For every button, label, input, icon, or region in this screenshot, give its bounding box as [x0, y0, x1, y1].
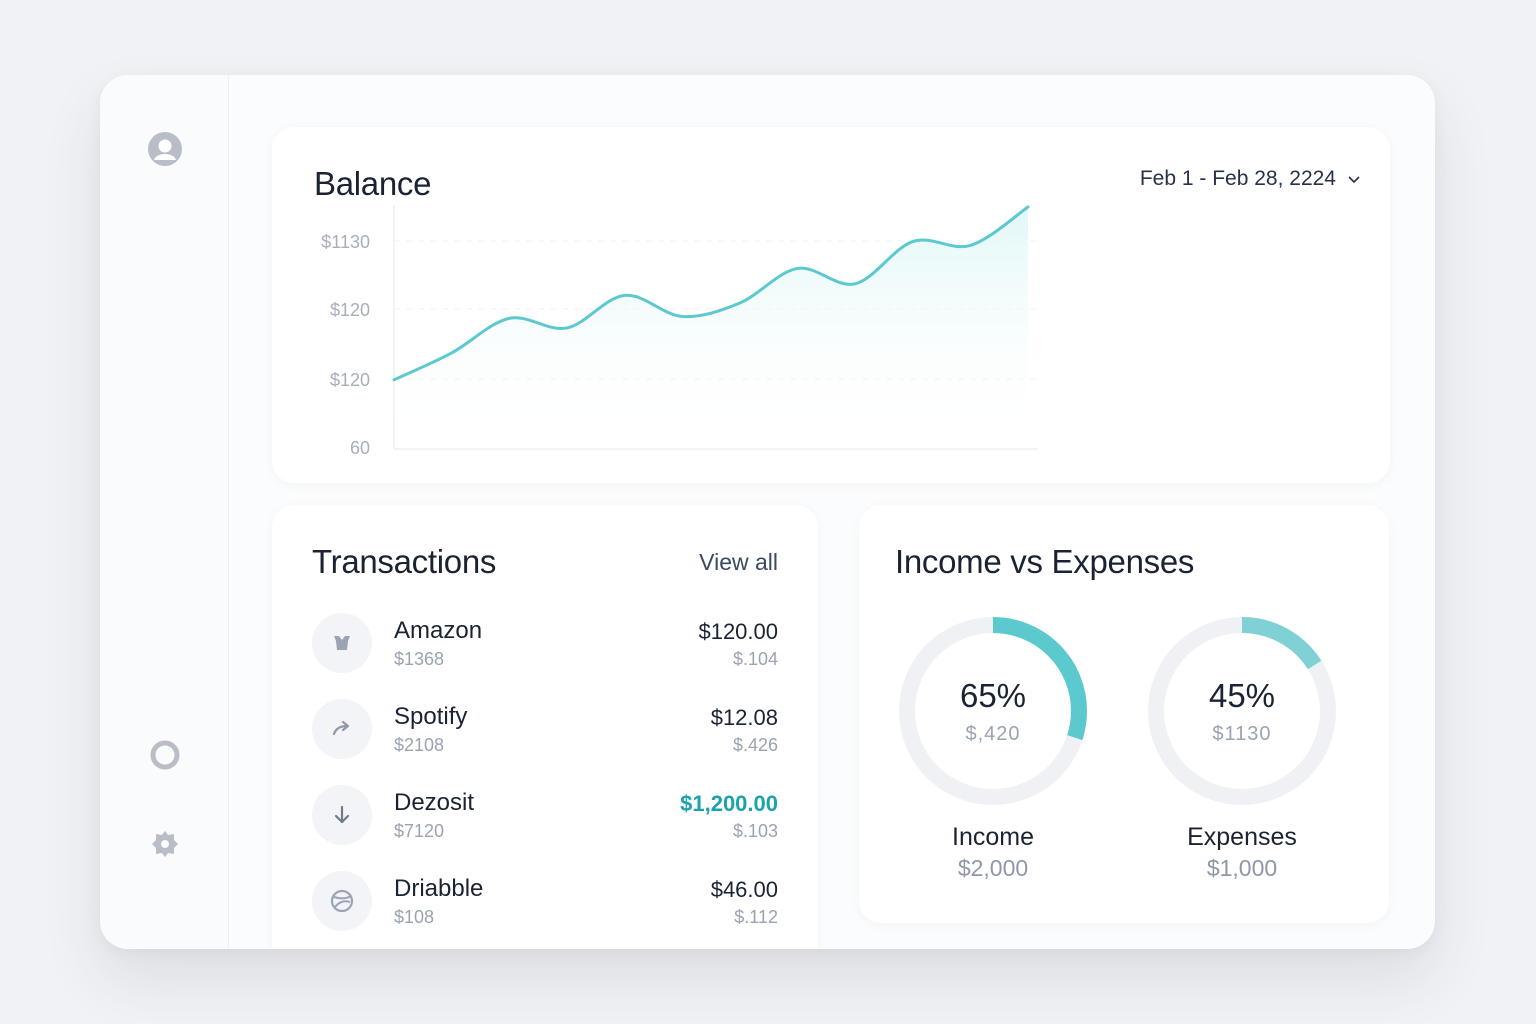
chart-y-tick-label: 60 — [350, 438, 370, 458]
income-donut-arc — [899, 617, 1087, 805]
chevron-down-icon — [1348, 176, 1360, 184]
transaction-amount-sub: $.103 — [732, 821, 778, 841]
expenses-percent: 45% — [1208, 677, 1276, 714]
income-percent: 65% — [959, 677, 1027, 714]
user-avatar-icon[interactable] — [147, 131, 183, 167]
transaction-name: Amazon — [394, 617, 483, 644]
app-window: Balance Feb 1 - Feb 28, 2224 $1130 $120 $1… — [100, 75, 1435, 949]
income-vs-expenses-card: Income vs Expenses 65% $,420 Income $2,0… — [859, 505, 1389, 923]
transaction-amount: $12.08 — [710, 705, 778, 730]
expenses-label: Expenses — [1187, 823, 1297, 851]
transaction-row[interactable]: Driabble $108 $46.00 $.112 — [312, 871, 778, 933]
income-value: $2,000 — [957, 855, 1029, 881]
transaction-name: Spotify — [394, 703, 468, 730]
transaction-name: Dezosit — [394, 789, 475, 816]
transaction-sub: $108 — [394, 907, 435, 927]
expenses-donut-arc — [1148, 617, 1336, 805]
transaction-amount: $1,200.00 — [680, 791, 778, 816]
transaction-amount: $46.00 — [710, 877, 778, 902]
transaction-amount-sub: $.426 — [732, 735, 778, 755]
balance-chart: $1130 $120 $120 60 — [321, 205, 1038, 458]
transaction-amount-sub: $.112 — [734, 907, 778, 927]
date-range-label: Feb 1 - Feb 28, 2224 — [1139, 167, 1336, 190]
transaction-amount-sub: $.104 — [732, 649, 778, 669]
expenses-value: $1,000 — [1206, 855, 1278, 881]
transactions-card: Transactions View all Amazon $1368 $120.… — [272, 505, 818, 949]
expenses-donut — [1148, 617, 1336, 805]
balance-area — [394, 207, 1028, 449]
transaction-name: Driabble — [394, 875, 484, 902]
settings-icon[interactable] — [147, 826, 183, 862]
dribbble-icon — [312, 871, 372, 931]
income-donut — [899, 617, 1087, 805]
transaction-amount: $120.00 — [698, 619, 778, 644]
chart-y-tick-label: $120 — [330, 370, 370, 390]
income-sub: $,420 — [965, 723, 1021, 745]
chart-y-tick-label: $1130 — [321, 232, 370, 252]
transaction-row[interactable]: Dezosit $7120 $1,200.00 $.103 — [312, 785, 778, 847]
income-label: Income — [952, 823, 1034, 851]
balance-line — [392, 205, 1030, 382]
transaction-row[interactable]: Spotify $2108 $12.08 $.426 — [312, 699, 778, 761]
income-vs-expenses-title: Income vs Expenses — [895, 543, 1195, 580]
chart-y-tick-label: $120 — [330, 300, 370, 320]
transaction-sub: $1368 — [394, 649, 445, 669]
transactions-title: Transactions — [312, 543, 497, 580]
share-arrow-icon — [312, 699, 372, 759]
expenses-sub: $1130 — [1212, 723, 1272, 745]
circle-icon[interactable] — [147, 737, 183, 773]
transaction-row[interactable]: Amazon $1368 $120.00 $.104 — [312, 613, 778, 675]
view-all-link[interactable]: View all — [699, 549, 778, 575]
date-range-select[interactable]: Feb 1 - Feb 28, 2224 — [1140, 167, 1362, 191]
arrow-down-icon — [312, 785, 372, 845]
transaction-sub: $7120 — [394, 821, 445, 841]
balance-title: Balance — [314, 165, 432, 202]
transaction-sub: $2108 — [394, 735, 445, 755]
balance-card: Balance Feb 1 - Feb 28, 2224 $1130 $120 $1… — [272, 127, 1390, 483]
sidebar — [100, 75, 229, 949]
shopping-bag-icon — [312, 613, 372, 673]
